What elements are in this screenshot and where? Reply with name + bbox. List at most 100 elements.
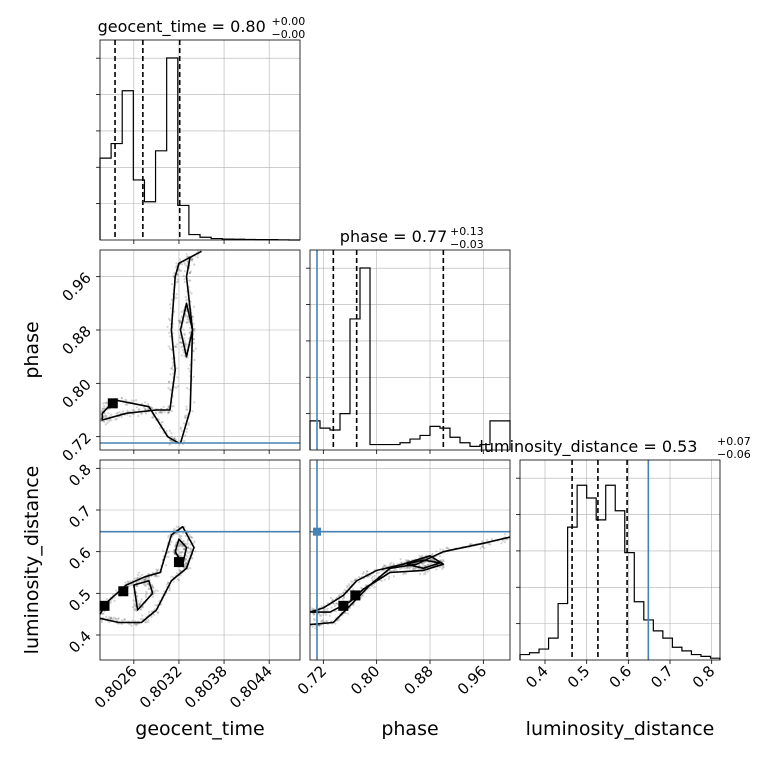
scatter-point bbox=[154, 411, 157, 414]
scatter-point bbox=[180, 543, 183, 546]
cell-geocent_time-vs-luminosity_distance-density-peak-2 bbox=[173, 557, 184, 568]
scatter-point bbox=[442, 566, 445, 569]
scatter-point bbox=[110, 413, 113, 416]
scatter-point bbox=[168, 380, 171, 383]
scatter-point bbox=[169, 373, 172, 376]
scatter-point bbox=[131, 583, 134, 586]
scatter-point bbox=[179, 536, 182, 539]
scatter-point bbox=[171, 357, 174, 360]
scatter-point bbox=[184, 341, 187, 344]
scatter-point bbox=[167, 555, 170, 559]
scatter-point bbox=[167, 405, 170, 408]
scatter-point bbox=[142, 583, 145, 586]
scatter-point bbox=[144, 594, 147, 597]
xtick-label-phase-1: 0.80 bbox=[347, 662, 383, 698]
scatter-point bbox=[348, 583, 351, 586]
scatter-point bbox=[168, 443, 171, 446]
scatter-point bbox=[183, 563, 186, 567]
scatter-point bbox=[108, 616, 111, 619]
scatter-point bbox=[168, 410, 171, 413]
scatter-point bbox=[138, 408, 141, 411]
scatter-point bbox=[322, 609, 325, 612]
scatter-point bbox=[159, 411, 162, 414]
scatter-point bbox=[102, 612, 105, 615]
scatter-point bbox=[103, 407, 106, 410]
hist-luminosity_distance-title-sub: −0.06 bbox=[717, 448, 751, 461]
scatter-point bbox=[180, 543, 183, 546]
scatter-point bbox=[187, 546, 190, 550]
scatter-point bbox=[438, 555, 442, 558]
scatter-point bbox=[100, 620, 103, 624]
scatter-point bbox=[399, 567, 402, 571]
scatter-point bbox=[186, 408, 189, 411]
scatter-point bbox=[186, 540, 189, 543]
scatter-point bbox=[127, 580, 130, 583]
scatter-point bbox=[161, 410, 164, 413]
scatter-point bbox=[182, 540, 185, 543]
scatter-point bbox=[172, 551, 175, 554]
scatter-point bbox=[133, 604, 136, 607]
scatter-point bbox=[321, 620, 324, 623]
scatter-point bbox=[134, 624, 138, 627]
scatter-point bbox=[183, 354, 186, 357]
scatter-point bbox=[192, 322, 195, 325]
scatter-point bbox=[146, 582, 149, 585]
scatter-point bbox=[151, 416, 154, 419]
scatter-point bbox=[191, 410, 194, 413]
scatter-point bbox=[172, 372, 175, 375]
scatter-point bbox=[187, 546, 190, 549]
scatter-point bbox=[188, 533, 191, 537]
scatter-point bbox=[181, 545, 184, 548]
scatter-point bbox=[175, 346, 178, 349]
scatter-point bbox=[430, 562, 433, 565]
scatter-point bbox=[188, 279, 191, 282]
scatter-point bbox=[134, 577, 137, 580]
scatter-point bbox=[133, 608, 136, 612]
scatter-point bbox=[329, 596, 332, 600]
scatter-point bbox=[186, 255, 189, 258]
scatter-point bbox=[481, 540, 484, 543]
scatter-point bbox=[400, 561, 403, 564]
scatter-point bbox=[102, 408, 105, 411]
scatter-point bbox=[193, 305, 196, 308]
scatter-point bbox=[120, 415, 123, 419]
scatter-point bbox=[414, 567, 417, 570]
scatter-point bbox=[165, 564, 168, 567]
scatter-point bbox=[153, 591, 156, 594]
scatter-point bbox=[168, 319, 172, 322]
scatter-point bbox=[170, 432, 173, 435]
scatter-point bbox=[194, 550, 197, 553]
scatter-point bbox=[178, 542, 181, 545]
scatter-point bbox=[185, 314, 188, 317]
scatter-point bbox=[178, 551, 182, 554]
scatter-point bbox=[179, 555, 182, 558]
scatter-point bbox=[168, 317, 171, 320]
scatter-point bbox=[186, 298, 189, 301]
scatter-point bbox=[135, 406, 138, 409]
scatter-point bbox=[105, 597, 108, 601]
scatter-point bbox=[178, 258, 181, 261]
scatter-point bbox=[439, 559, 443, 562]
scatter-point bbox=[185, 321, 188, 324]
scatter-point bbox=[179, 544, 182, 548]
scatter-point bbox=[101, 407, 104, 410]
scatter-point bbox=[135, 585, 138, 588]
scatter-point bbox=[313, 612, 316, 616]
scatter-point bbox=[171, 365, 174, 368]
scatter-point bbox=[196, 256, 199, 259]
scatter-point bbox=[102, 402, 105, 405]
scatter-point bbox=[121, 410, 124, 413]
scatter-point bbox=[102, 416, 105, 419]
scatter-point bbox=[370, 577, 373, 580]
scatter-point bbox=[192, 341, 196, 344]
scatter-point bbox=[138, 604, 141, 607]
scatter-point bbox=[320, 614, 323, 617]
scatter-point bbox=[144, 412, 147, 415]
scatter-point bbox=[105, 615, 108, 619]
scatter-point bbox=[160, 421, 163, 424]
scatter-point bbox=[135, 577, 138, 580]
scatter-point bbox=[504, 533, 507, 536]
ytick-label-phase-1: 0.80 bbox=[58, 375, 94, 411]
scatter-point bbox=[312, 608, 315, 611]
scatter-point bbox=[482, 543, 485, 547]
